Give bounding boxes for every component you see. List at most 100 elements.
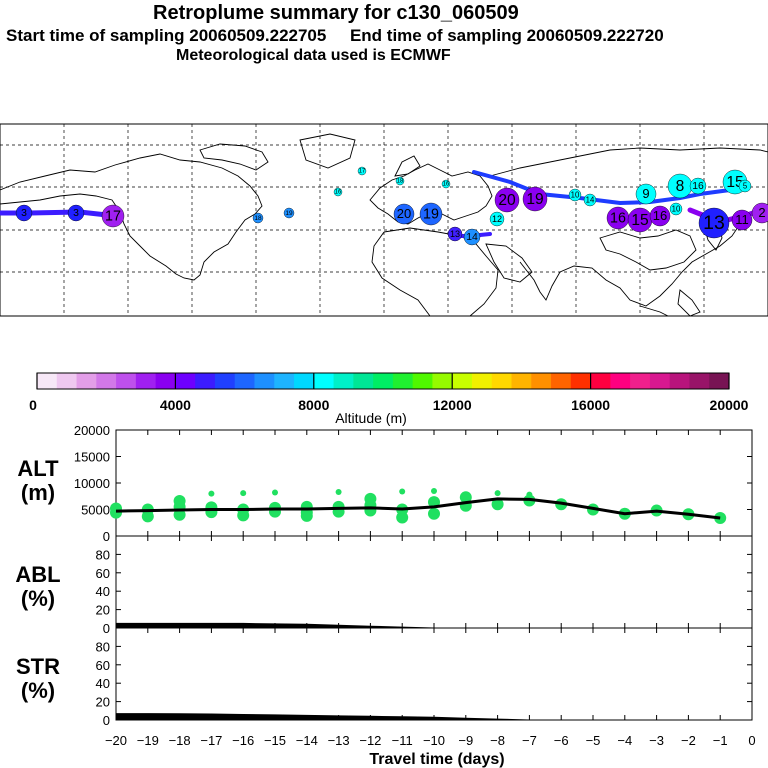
trajectory-point-label: 3 xyxy=(21,208,27,219)
y-tick-label: 20 xyxy=(96,695,110,710)
colorbar-swatch xyxy=(175,373,196,389)
colorbar-swatch xyxy=(630,373,651,389)
scatter-point xyxy=(494,490,501,497)
colorbar-swatch xyxy=(155,373,176,389)
trajectory-point-label: 19 xyxy=(526,191,543,208)
panel-label: ALT xyxy=(17,456,59,481)
colorbar-swatch xyxy=(452,373,473,389)
x-tick-label: −15 xyxy=(264,733,286,748)
trajectory-point xyxy=(568,188,582,202)
colorbar-label: Altitude (m) xyxy=(335,410,407,426)
x-tick-label: −17 xyxy=(200,733,222,748)
colorbar-tick-label: 12000 xyxy=(433,397,472,413)
scatter-point xyxy=(110,502,122,515)
colorbar-swatch xyxy=(570,373,592,389)
trajectory-point xyxy=(419,202,443,226)
trajectory-point xyxy=(689,177,707,195)
colorbar-swatch xyxy=(135,373,157,389)
trajectory-point-label: 19 xyxy=(423,206,439,222)
y-tick-label: 20 xyxy=(96,603,110,618)
panel-label: ABL xyxy=(15,562,60,587)
colorbar-swatch xyxy=(56,373,78,389)
trajectory-point xyxy=(393,203,415,225)
trajectory-point-label: 19 xyxy=(285,210,293,217)
trajectory-point-label: 20 xyxy=(397,206,411,221)
scatter-point xyxy=(459,491,472,504)
trajectory-point-label: 20 xyxy=(498,192,516,209)
colorbar-swatch xyxy=(353,373,374,389)
trajectory-point-label: 18 xyxy=(397,179,404,185)
y-tick-label: 20000 xyxy=(74,423,110,438)
colorbar-swatch xyxy=(76,373,97,389)
trajectory-point xyxy=(669,202,683,216)
colorbar-swatch xyxy=(610,373,631,389)
x-tick-label: −16 xyxy=(232,733,254,748)
colorbar-swatch xyxy=(491,373,513,389)
x-axis-label: Travel time (days) xyxy=(369,751,504,768)
trajectory-point-label: 3 xyxy=(73,208,79,219)
trajectory-point-label: 16 xyxy=(653,208,667,223)
trajectory-point-label: 12 xyxy=(492,214,502,224)
colorbar-swatch xyxy=(392,373,414,389)
trajectory-point-label: 13 xyxy=(703,212,725,234)
colorbar-swatch xyxy=(709,373,730,389)
colorbar-swatch xyxy=(669,373,690,389)
panel-label: STR xyxy=(16,654,60,679)
page-title: Retroplume summary for c130_060509 xyxy=(153,2,519,24)
trajectory-point xyxy=(447,226,463,242)
trajectory-point-label: 15 xyxy=(631,212,649,229)
trajectory-point-label: 10 xyxy=(672,204,681,213)
trajectory-point-label: 16 xyxy=(692,181,704,192)
trajectory-point xyxy=(494,187,520,213)
scatter-point xyxy=(208,490,215,497)
y-tick-label: 5000 xyxy=(81,503,110,518)
trajectory-point xyxy=(252,212,264,224)
trajectory-point xyxy=(522,186,548,212)
x-tick-label: −10 xyxy=(423,733,445,748)
panel-label: (m) xyxy=(21,480,55,505)
scatter-point xyxy=(300,509,313,522)
colorbar-tick-label: 4000 xyxy=(160,397,191,413)
scatter-point xyxy=(205,506,218,519)
x-tick-label: −19 xyxy=(137,733,159,748)
trajectory-point xyxy=(583,193,597,207)
colorbar-tick-label: 16000 xyxy=(571,397,610,413)
trajectory-point xyxy=(751,202,768,224)
colorbar-swatch xyxy=(590,373,611,389)
panel-frame xyxy=(115,627,753,721)
coastlines xyxy=(0,133,768,317)
y-tick-label: 40 xyxy=(96,676,110,691)
colorbar-swatch xyxy=(333,373,354,389)
x-tick-label: −3 xyxy=(649,733,664,748)
trajectory-point xyxy=(649,205,671,227)
x-tick-label: −5 xyxy=(586,733,601,748)
trajectory-point xyxy=(738,179,752,193)
trajectory-point-label: 9 xyxy=(642,186,649,201)
panel-label: (%) xyxy=(21,586,55,611)
y-tick-label: 60 xyxy=(96,566,110,581)
colorbar-swatch xyxy=(234,373,255,389)
retroplume-map: 3 3 17 18 19 16 17 18 16 20 19 13 14 12 20 19 10 14 16 15 16… xyxy=(0,123,768,317)
trajectory-point xyxy=(635,183,657,205)
x-tick-label: −6 xyxy=(554,733,569,748)
scatter-point xyxy=(240,490,247,497)
area-fill xyxy=(115,622,721,629)
colorbar-swatch xyxy=(412,373,433,389)
trajectory-point xyxy=(441,179,451,189)
panel-frame xyxy=(115,429,753,537)
colorbar-swatch xyxy=(214,373,236,389)
scatter-point xyxy=(237,509,250,522)
y-tick-label: 40 xyxy=(96,584,110,599)
colorbar-swatch xyxy=(432,373,453,389)
trajectory-point-label: 2 xyxy=(758,205,765,220)
colorbar-swatch xyxy=(274,373,295,389)
colorbar-swatch xyxy=(195,373,216,389)
trajectory-point-label: 17 xyxy=(359,169,366,175)
colorbar-swatch xyxy=(531,373,552,389)
trajectory-point-label: 16 xyxy=(610,210,626,226)
colorbar-swatch xyxy=(649,373,671,389)
trajectory-point-label: 16 xyxy=(335,190,342,196)
x-tick-label: −1 xyxy=(713,733,728,748)
trajectory-point xyxy=(698,207,730,239)
trajectory-point-label: 16 xyxy=(443,182,450,188)
